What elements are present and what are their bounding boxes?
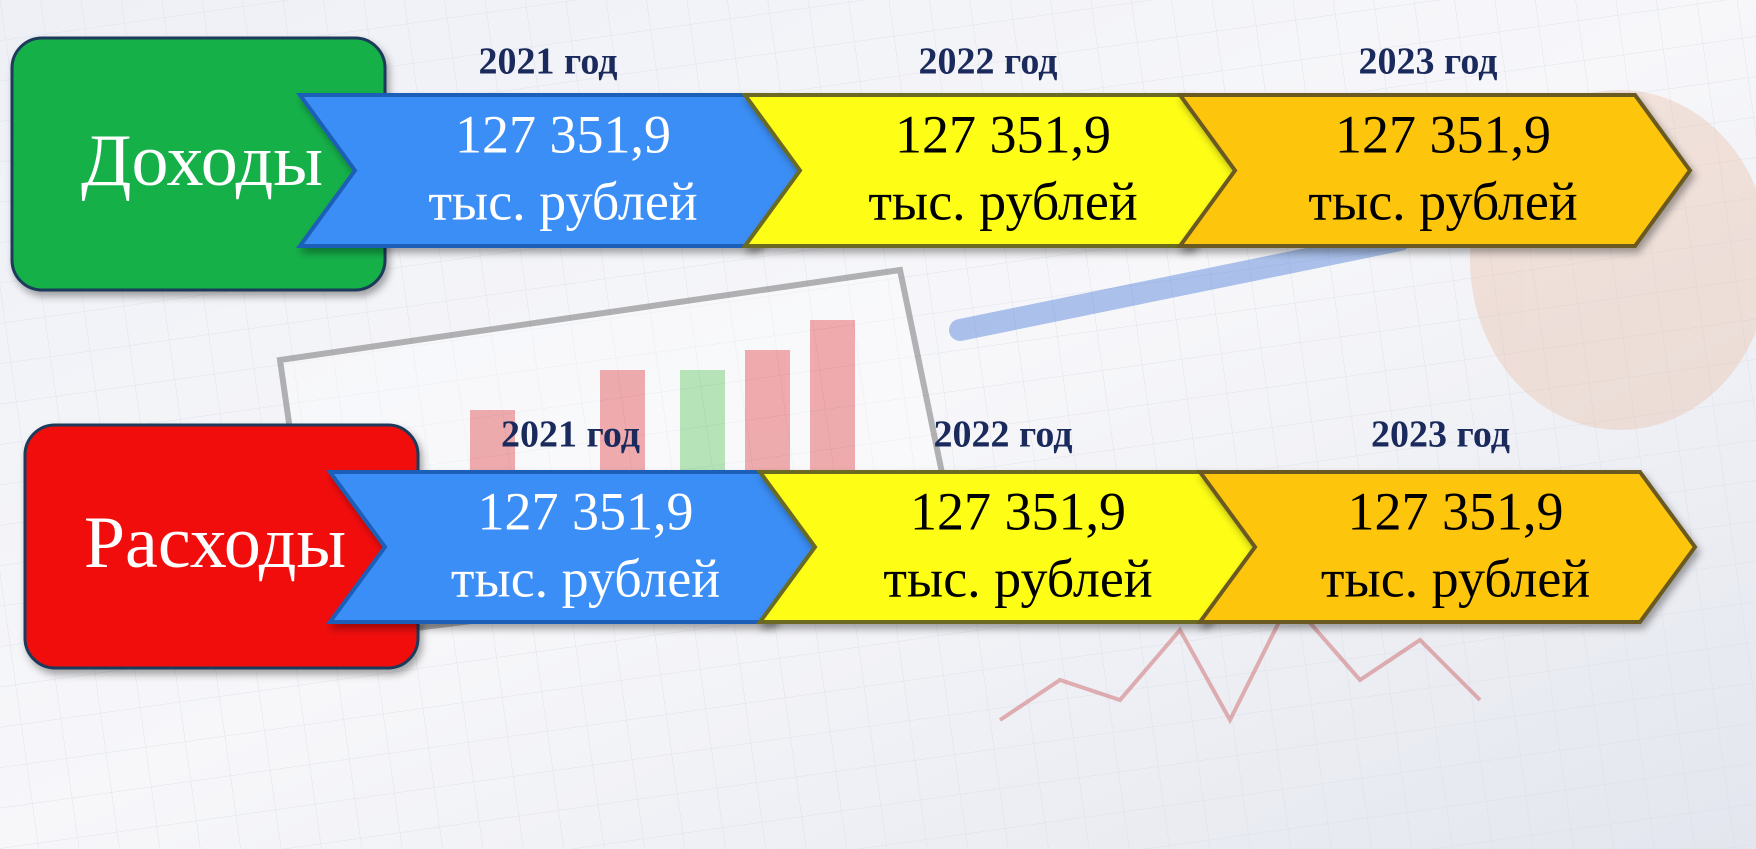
amount: 127 351,9 [910, 481, 1126, 541]
unit: тыс. рублей [428, 171, 697, 231]
row-label: Расходы [84, 502, 346, 584]
amount: 127 351,9 [478, 481, 694, 541]
amount: 127 351,9 [1335, 104, 1551, 164]
amount: 127 351,9 [1348, 481, 1564, 541]
year-label: 2022 год [934, 414, 1073, 456]
year-label: 2021 год [479, 41, 618, 83]
row-label: Доходы [81, 120, 323, 202]
year-label: 2023 год [1371, 414, 1510, 456]
slide: Доходы 2021 год 127 351,9 тыс. рублей 2022 г… [0, 0, 1756, 849]
unit: тыс. рублей [1308, 171, 1577, 231]
year-label: 2021 год [501, 414, 640, 456]
year-label: 2023 год [1359, 41, 1498, 83]
page: Доходы 2021 год 127 351,9 тыс. рублей 2022 г… [0, 0, 1756, 849]
unit: тыс. рублей [451, 548, 720, 608]
year-label: 2022 год [919, 41, 1058, 83]
unit: тыс. рублей [1321, 548, 1590, 608]
amount: 127 351,9 [895, 104, 1111, 164]
unit: тыс. рублей [868, 171, 1137, 231]
unit: тыс. рублей [883, 548, 1152, 608]
amount: 127 351,9 [455, 104, 671, 164]
